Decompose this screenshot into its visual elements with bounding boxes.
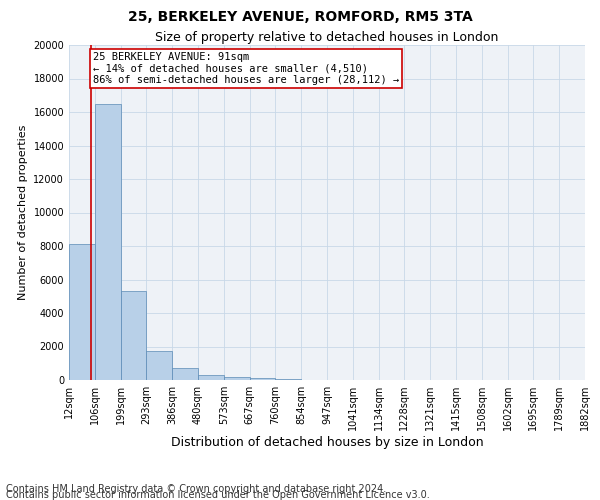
Bar [172,368,198,380]
Bar [198,375,224,380]
Bar [69,244,95,380]
Y-axis label: Number of detached properties: Number of detached properties [18,125,28,300]
Bar [95,104,121,380]
Bar [121,291,146,380]
Text: Contains HM Land Registry data © Crown copyright and database right 2024.: Contains HM Land Registry data © Crown c… [6,484,386,494]
Text: 25 BERKELEY AVENUE: 91sqm
← 14% of detached houses are smaller (4,510)
86% of se: 25 BERKELEY AVENUE: 91sqm ← 14% of detac… [93,52,399,85]
Bar [224,377,250,380]
Text: Contains public sector information licensed under the Open Government Licence v3: Contains public sector information licen… [6,490,430,500]
Title: Size of property relative to detached houses in London: Size of property relative to detached ho… [155,31,499,44]
X-axis label: Distribution of detached houses by size in London: Distribution of detached houses by size … [170,436,484,449]
Bar [146,350,172,380]
Bar [250,378,275,380]
Text: 25, BERKELEY AVENUE, ROMFORD, RM5 3TA: 25, BERKELEY AVENUE, ROMFORD, RM5 3TA [128,10,472,24]
